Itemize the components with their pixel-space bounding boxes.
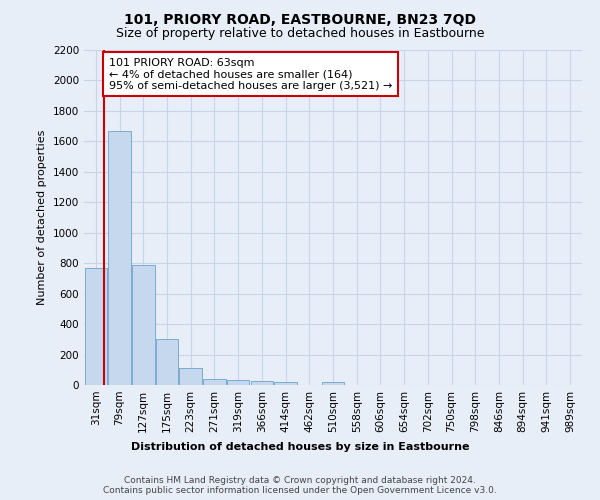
Bar bbox=[251, 380, 273, 385]
Bar bbox=[179, 368, 202, 385]
Text: 101 PRIORY ROAD: 63sqm
← 4% of detached houses are smaller (164)
95% of semi-det: 101 PRIORY ROAD: 63sqm ← 4% of detached … bbox=[109, 58, 392, 91]
Text: Contains HM Land Registry data © Crown copyright and database right 2024.
Contai: Contains HM Land Registry data © Crown c… bbox=[103, 476, 497, 496]
Bar bbox=[132, 264, 155, 385]
Text: 101, PRIORY ROAD, EASTBOURNE, BN23 7QD: 101, PRIORY ROAD, EASTBOURNE, BN23 7QD bbox=[124, 12, 476, 26]
Text: Distribution of detached houses by size in Eastbourne: Distribution of detached houses by size … bbox=[131, 442, 469, 452]
Bar bbox=[227, 380, 250, 385]
Bar bbox=[109, 130, 131, 385]
Text: Size of property relative to detached houses in Eastbourne: Size of property relative to detached ho… bbox=[116, 28, 484, 40]
Bar bbox=[274, 382, 297, 385]
Bar bbox=[85, 268, 107, 385]
Bar bbox=[322, 382, 344, 385]
Bar bbox=[156, 340, 178, 385]
Y-axis label: Number of detached properties: Number of detached properties bbox=[37, 130, 47, 305]
Bar bbox=[203, 379, 226, 385]
